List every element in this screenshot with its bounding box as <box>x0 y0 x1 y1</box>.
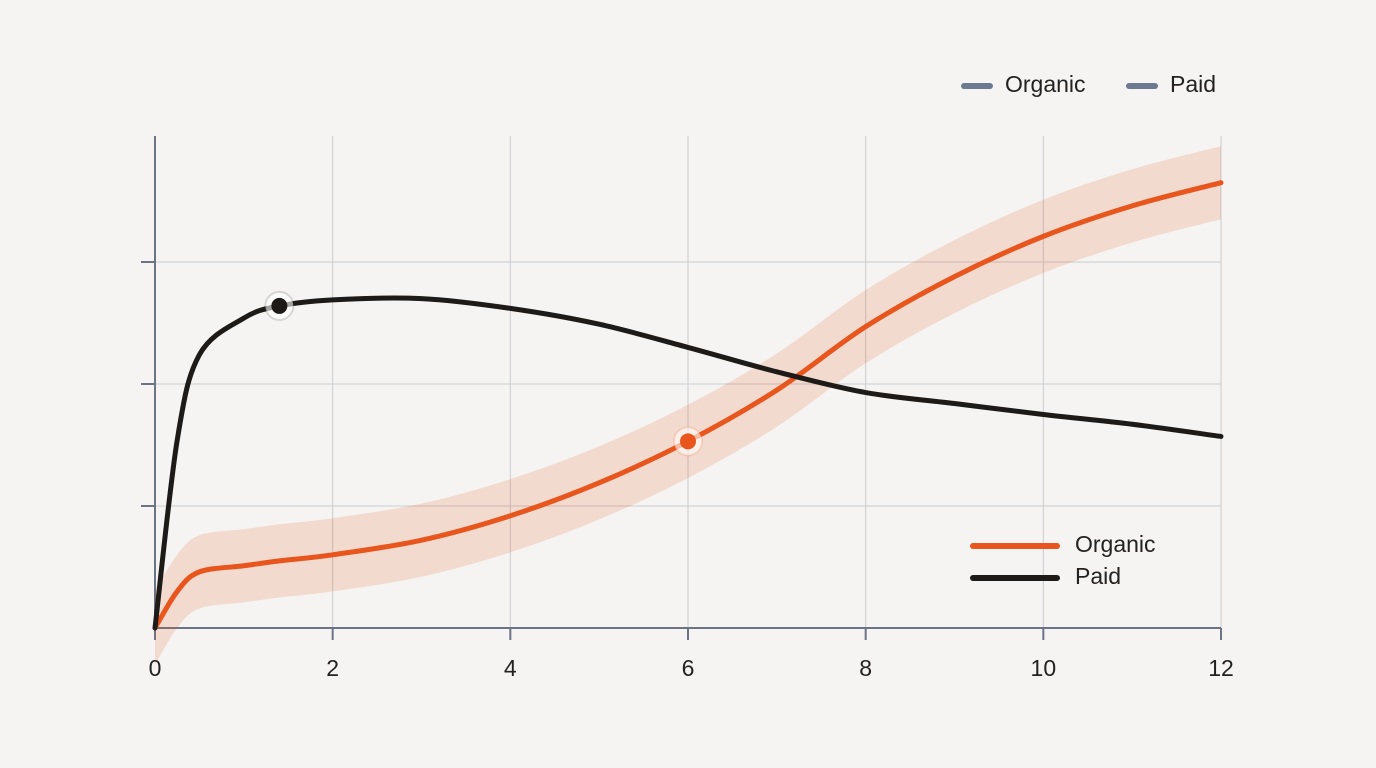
highlight-point <box>271 297 288 314</box>
x-tick-label: 4 <box>504 655 517 681</box>
x-tick-label: 8 <box>859 655 872 681</box>
x-tick-label: 10 <box>1031 655 1057 681</box>
x-tick-label: 6 <box>682 655 695 681</box>
x-tick-label: 0 <box>149 655 162 681</box>
highlight-point <box>680 433 696 450</box>
series-line <box>152 295 1224 631</box>
top-legend-label: Paid <box>1170 71 1216 97</box>
x-tick-label: 2 <box>326 655 339 681</box>
top-legend-label: Organic <box>1005 71 1086 97</box>
legend-label: Organic <box>1075 531 1156 557</box>
legend-label: Paid <box>1075 563 1121 589</box>
x-tick-label: 12 <box>1208 655 1234 681</box>
series-line <box>152 180 1224 631</box>
